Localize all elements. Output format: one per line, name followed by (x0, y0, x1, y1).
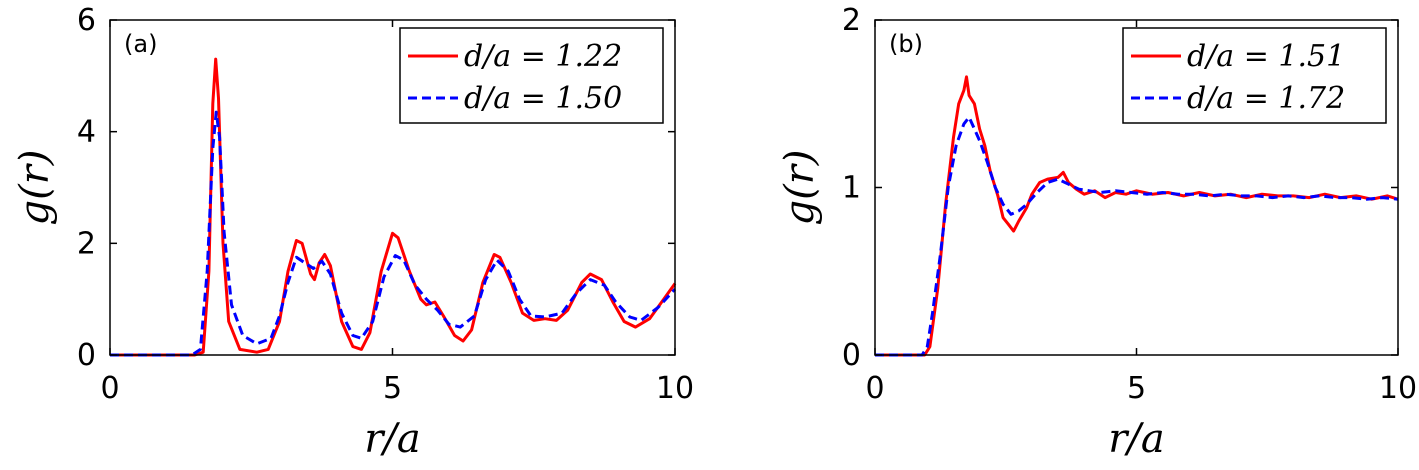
y-axis-label: g(r) (777, 150, 823, 226)
y-tick-label: 6 (77, 3, 96, 38)
legend-box (1122, 27, 1387, 124)
panel-b: 0 5 10 0 1 2 r/a g(r) (b) d/a = 1.51 d/a = 1.72 (777, 3, 1417, 462)
x-axis-label: r/a (364, 416, 420, 462)
x-tick-label: 0 (865, 371, 884, 406)
series-line-2 (875, 115, 1399, 357)
x-tick-label: 10 (1379, 371, 1417, 406)
x-axis-label: r/a (1108, 416, 1164, 462)
legend-label-1: d/a = 1.51 (1187, 39, 1345, 74)
legend-label-2: d/a = 1.72 (1187, 81, 1345, 116)
y-tick-label: 0 (842, 338, 861, 373)
y-tick-label: 2 (842, 3, 861, 38)
y-tick-label: 0 (77, 338, 96, 373)
panel-label: (a) (124, 30, 157, 58)
legend-box (399, 27, 664, 124)
y-tick-label: 1 (842, 171, 861, 206)
x-tick-label: 5 (1127, 371, 1146, 406)
series-line-1 (875, 75, 1399, 357)
x-tick-label: 10 (656, 371, 694, 406)
panel-a: 0 5 10 0 2 4 6 r/a g(r) (a) d/a = 1.22 d/a = 1.50 (12, 3, 694, 462)
legend-label-2: d/a = 1.50 (464, 81, 622, 116)
x-tick-label: 0 (100, 371, 119, 406)
x-tick-label: 5 (383, 371, 402, 406)
legend-label-1: d/a = 1.22 (464, 39, 622, 74)
y-tick-label: 4 (77, 115, 96, 150)
panel-label: (b) (889, 30, 923, 58)
y-tick-label: 2 (77, 226, 96, 261)
series-line-2 (110, 110, 677, 357)
series-line-1 (110, 57, 677, 357)
y-axis-label: g(r) (12, 150, 58, 226)
